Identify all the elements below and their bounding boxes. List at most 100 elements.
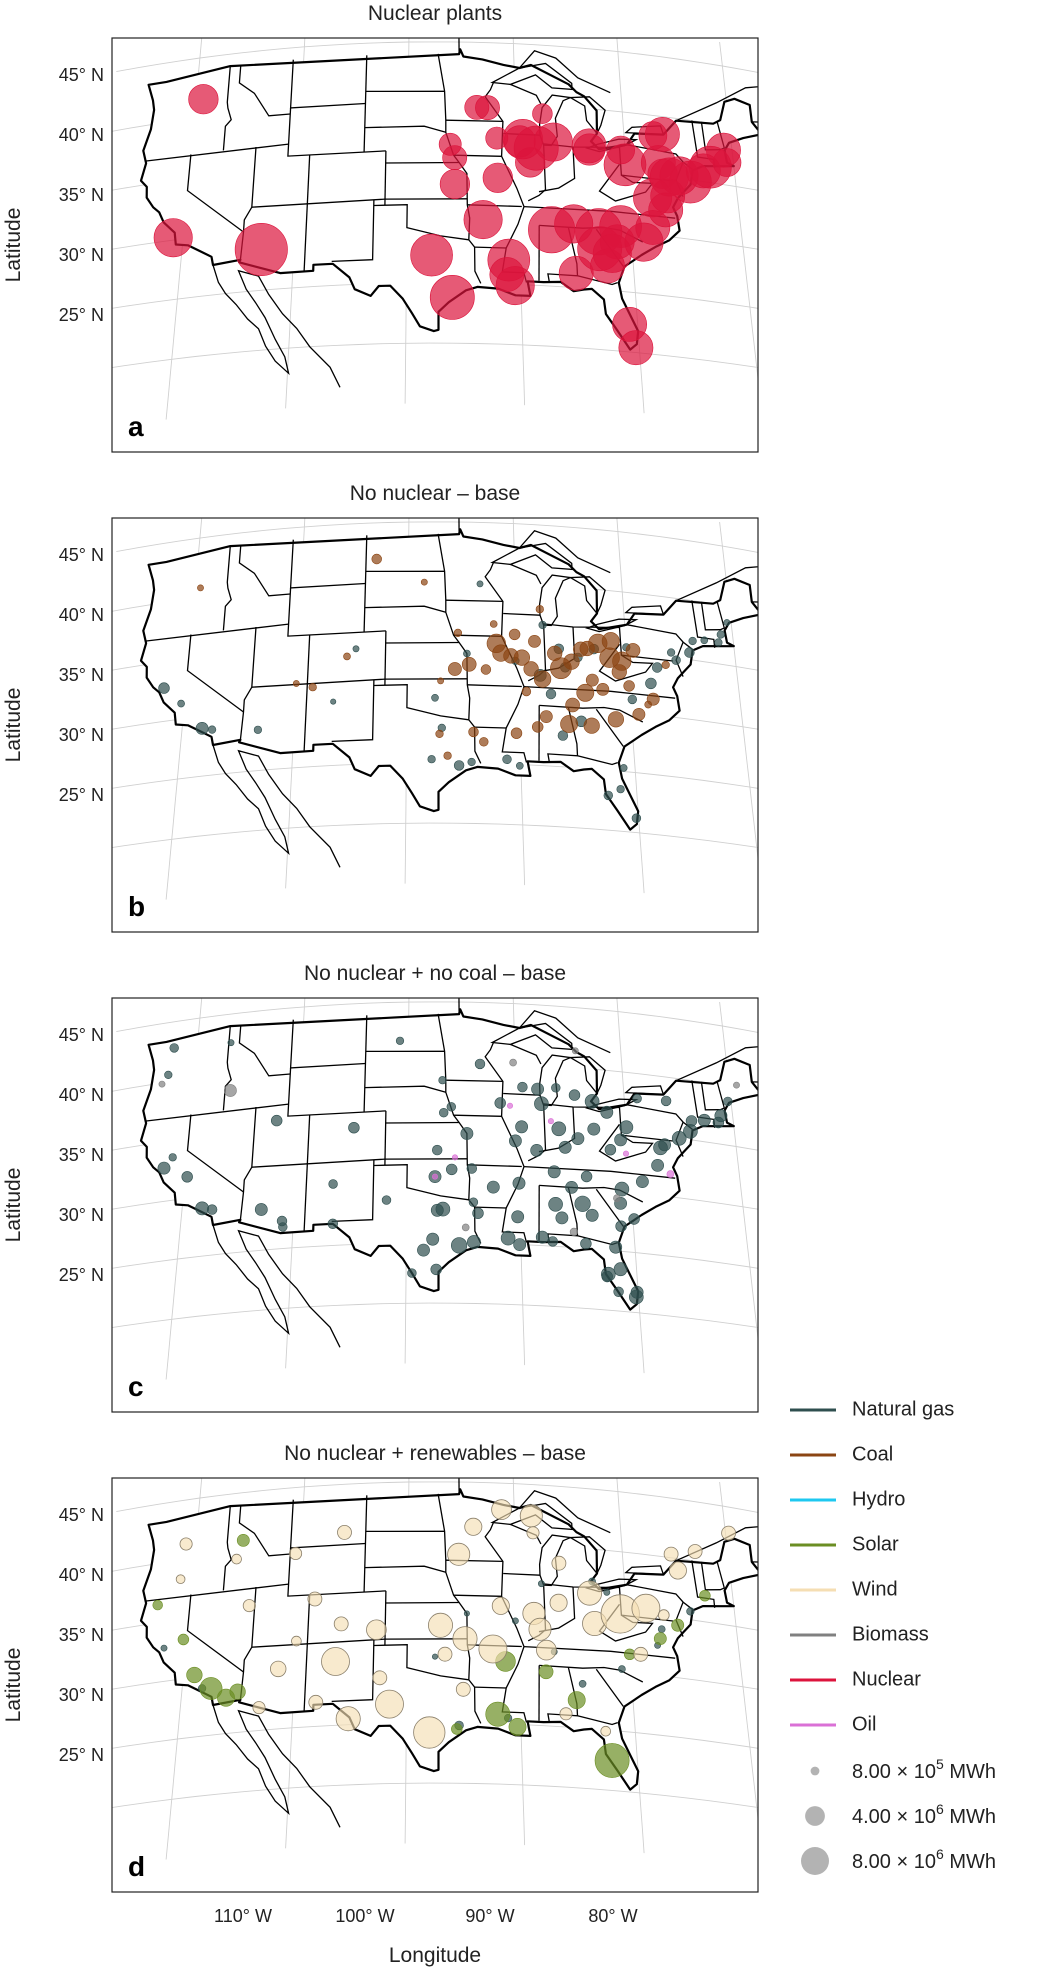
state-border <box>238 1024 291 1077</box>
marker-natural-gas <box>683 1124 698 1139</box>
lon-tick-label: 100° W <box>335 1906 394 1926</box>
lat-tick-label: 35° N <box>59 665 104 685</box>
canada-border <box>675 86 758 122</box>
marker-wind <box>577 1580 603 1606</box>
state-border <box>251 1638 386 1648</box>
state-border <box>595 1668 624 1707</box>
marker-wind <box>536 1639 557 1661</box>
state-border <box>373 1644 469 1681</box>
panel-title-b: No nuclear – base <box>350 482 520 505</box>
panel-d: No nuclear + renewables – base 45° N 40° … <box>2 1442 759 1893</box>
marker-coal <box>461 656 477 672</box>
marker-wind <box>375 1689 404 1719</box>
state-border <box>239 1106 257 1220</box>
marker-natural-gas <box>500 1230 516 1246</box>
marker-natural-gas <box>551 1121 567 1137</box>
marker-solar <box>451 1723 463 1735</box>
marker-nuclear <box>439 169 471 200</box>
marker-solar <box>152 1599 163 1611</box>
marker-nuclear <box>706 132 741 168</box>
state-border <box>626 1584 693 1610</box>
marker-nuclear <box>438 132 462 156</box>
marker-nuclear <box>528 206 576 254</box>
state-border <box>145 1103 289 1122</box>
marker-coal <box>607 711 625 728</box>
lat-ticks-c: 45° N 40° N 35° N 30° N 25° N <box>59 1025 104 1285</box>
marker-solar <box>567 1691 586 1710</box>
mexico-coast <box>212 1704 341 1828</box>
state-border <box>474 726 507 729</box>
marker-natural-gas <box>571 1132 585 1145</box>
graticule-lon-70 <box>719 41 758 383</box>
state-border <box>364 1085 446 1093</box>
marker-coal <box>371 553 382 565</box>
graticule-lat-50 <box>116 521 758 553</box>
marker-coal <box>565 697 580 713</box>
marker-coal <box>531 721 544 733</box>
marker-natural-gas <box>534 1096 549 1111</box>
lat-tick-label: 45° N <box>59 545 104 565</box>
marker-natural-gas <box>157 1161 171 1175</box>
marker-natural-gas <box>395 1036 405 1045</box>
marker-natural-gas <box>206 1204 218 1215</box>
state-border <box>363 1495 368 1592</box>
marker-natural-gas <box>578 1680 587 1688</box>
marker-biomass <box>733 1081 740 1089</box>
marker-natural-gas <box>697 1113 711 1127</box>
marker-nuclear <box>234 223 288 277</box>
marker-natural-gas <box>684 647 695 658</box>
marker-natural-gas <box>630 1285 644 1299</box>
lat-tick-label: 25° N <box>59 785 104 805</box>
state-border <box>453 1594 502 1597</box>
marker-coal <box>547 645 563 662</box>
marker-natural-gas <box>551 1083 561 1093</box>
marker-natural-gas <box>472 1207 484 1219</box>
marker-natural-gas <box>531 1082 544 1096</box>
state-border <box>331 199 375 263</box>
marker-wind <box>231 1553 242 1565</box>
marker-coal <box>585 673 599 687</box>
canada-border <box>762 614 804 628</box>
state-border <box>503 1092 541 1096</box>
marker-coal <box>480 664 492 675</box>
marker-coal <box>437 677 444 685</box>
state-border <box>384 630 387 686</box>
state-border <box>384 1110 387 1166</box>
canada-border <box>762 1094 804 1108</box>
marker-natural-gas <box>474 1058 486 1070</box>
marker-natural-gas <box>328 1179 338 1189</box>
graticule-lat-50 <box>116 1001 758 1033</box>
marker-nuclear <box>532 103 553 124</box>
marker-natural-gas <box>348 1121 360 1134</box>
plot-frame-a <box>111 37 759 453</box>
state-border <box>700 601 726 631</box>
marker-natural-gas <box>426 1232 440 1246</box>
marker-natural-gas <box>645 677 657 690</box>
marker-solar <box>199 1677 223 1700</box>
marker-natural-gas <box>517 1081 528 1093</box>
legend-label: Oil <box>852 1713 876 1735</box>
marker-natural-gas <box>446 1163 458 1176</box>
marker-coal <box>625 643 641 658</box>
marker-natural-gas <box>609 1240 623 1254</box>
marker-natural-gas <box>227 1039 235 1047</box>
marker-biomass <box>613 1194 621 1202</box>
canada-border <box>675 566 758 602</box>
state-border <box>331 1159 375 1223</box>
legend-sizes: 8.00 × 105 MWh 4.00 × 106 MWh 8.00 × 106 M… <box>801 1756 996 1875</box>
marker-coal <box>560 715 579 733</box>
plot-frame-d <box>111 1477 759 1893</box>
marker-wind <box>528 1617 552 1641</box>
marker-wind <box>559 1707 573 1721</box>
state-border <box>145 1583 289 1602</box>
lat-tick-label: 30° N <box>59 725 104 745</box>
markers-c <box>157 1036 740 1305</box>
marker-coal <box>528 635 541 648</box>
panel-a: Nuclear plants 45° N 40° N 35° N 30° N 25° N… <box>2 2 759 453</box>
state-border <box>467 684 522 688</box>
great-lake <box>624 605 665 616</box>
graticule-lat-50 <box>116 41 758 73</box>
state-border <box>595 708 624 747</box>
marker-solar <box>671 1618 685 1632</box>
marker-wind <box>519 1504 543 1528</box>
